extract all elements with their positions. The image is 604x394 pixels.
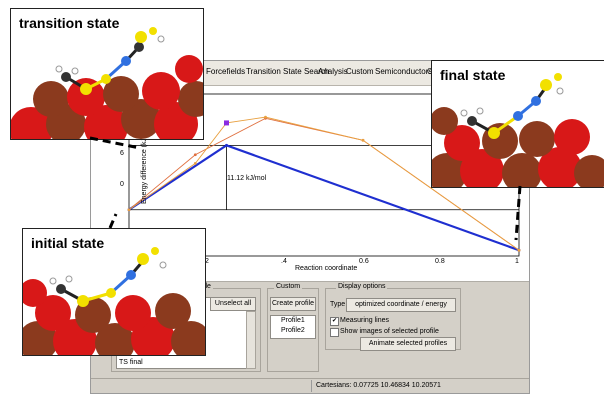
display-options-group: Display options Type optimized coordinat…	[325, 283, 461, 351]
show-images-label: Show images of selected profile	[340, 328, 439, 335]
final-state-inset: final state	[431, 60, 604, 188]
image-list-scrollbar[interactable]	[246, 311, 256, 369]
unselect-all-button[interactable]: Unselect all	[210, 297, 256, 311]
y-tick-label: 6	[120, 150, 124, 157]
list-item[interactable]: TS final	[119, 359, 143, 366]
create-profile-button[interactable]: Create profile	[270, 297, 316, 311]
x-tick-label: 1	[515, 258, 519, 265]
menu-item-semiconductors[interactable]: Semiconductors	[375, 67, 433, 76]
series-point-0	[225, 143, 228, 147]
initial-state-structure-image	[23, 247, 205, 355]
initial-state-label: initial state	[31, 235, 105, 251]
type-select[interactable]: optimized coordinate / energy	[346, 298, 456, 312]
final-state-label: final state	[440, 67, 506, 83]
series-point-2	[127, 208, 131, 212]
y-tick-label: 0	[120, 181, 124, 188]
series-point-1	[193, 153, 197, 157]
x-tick-label: 2	[205, 258, 209, 265]
series-point-2	[361, 138, 365, 142]
custom-group: Custom Create profile Profile1 Profile2	[267, 283, 319, 372]
x-tick-label: .4	[281, 258, 287, 265]
menu-item-analysis[interactable]: Analysis	[318, 67, 348, 76]
x-tick-label: 0.6	[359, 258, 369, 265]
initial-state-inset: initial state	[22, 228, 206, 356]
show-images-checkbox[interactable]	[330, 328, 339, 337]
series-point-2	[193, 162, 197, 165]
profile-item-1[interactable]: Profile1	[281, 317, 305, 324]
type-label: Type	[330, 301, 346, 308]
status-bar: Cartesians: 0.07725 10.46834 10.20571	[91, 378, 529, 393]
barrier-annotation: 11.12 kJ/mol	[227, 175, 267, 182]
custom-group-title: Custom	[274, 283, 303, 290]
series-point-2	[264, 115, 267, 119]
transition-state-structure-image	[11, 27, 203, 139]
final-state-structure-image	[432, 73, 604, 187]
menu-item-transition-state-search[interactable]: Transition State Search	[246, 67, 330, 76]
selected-point-marker	[224, 120, 229, 126]
menu-item-forcefields[interactable]: Forcefields	[206, 67, 246, 76]
series-line-2	[128, 116, 520, 251]
profile-item-2[interactable]: Profile2	[281, 327, 305, 334]
status-divider	[311, 380, 312, 392]
menu-item-custom[interactable]: Custom	[346, 67, 374, 76]
measuring-lines-checkbox[interactable]: ✔	[330, 317, 339, 326]
transition-state-inset: transition state	[10, 8, 204, 140]
display-options-title: Display options	[336, 283, 388, 290]
profile-group-title: file	[200, 283, 213, 290]
animate-profiles-button[interactable]: Animate selected profiles	[360, 337, 456, 351]
custom-profile-list: Profile1 Profile2	[270, 315, 316, 339]
cartesians-readout: Cartesians: 0.07725 10.46834 10.20571	[316, 382, 441, 389]
series-point-2	[517, 248, 521, 252]
x-tick-label: 0.8	[435, 258, 445, 265]
x-axis-label: Reaction coordinate	[295, 265, 358, 272]
measuring-lines-label: Measuring lines	[340, 317, 390, 324]
transition-state-label: transition state	[19, 15, 120, 31]
